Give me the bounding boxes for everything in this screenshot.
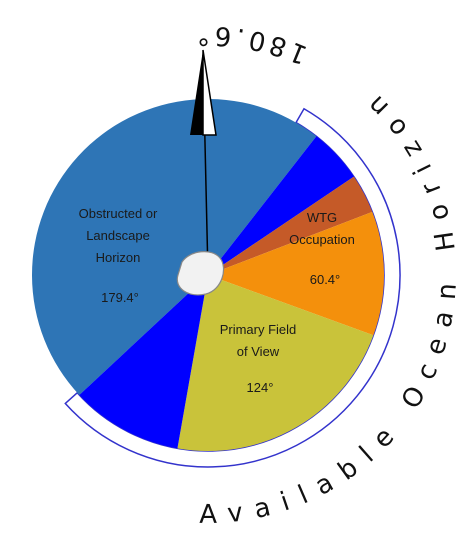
brown-wedge <box>208 176 373 275</box>
sector-label: Horizon <box>96 250 141 265</box>
viewpoint <box>176 251 225 296</box>
arrow-left <box>190 50 203 135</box>
sector-label: of View <box>237 344 280 359</box>
sector-value: 124° <box>247 380 274 395</box>
blue-wedge <box>79 275 209 449</box>
arrow-right <box>202 49 217 136</box>
wedges <box>31 98 401 468</box>
sector-value: 179.4° <box>101 290 139 305</box>
sector-label: Landscape <box>86 228 150 243</box>
sector-label: Primary Field <box>220 322 297 337</box>
blue-wedge <box>208 136 354 275</box>
arc-value: 180.6° <box>197 20 312 70</box>
sector-value: 60.4° <box>310 272 341 287</box>
wtg-wedge <box>208 211 384 336</box>
primary-wedge <box>177 275 374 451</box>
arc-text: 180.6° <box>197 20 312 70</box>
sector-label: WTG <box>307 210 337 225</box>
horizon-band <box>64 107 401 468</box>
sector-label: Obstructed or <box>79 206 158 221</box>
obstructed-wedge <box>31 98 317 396</box>
sector-label: Occupation <box>289 232 355 247</box>
